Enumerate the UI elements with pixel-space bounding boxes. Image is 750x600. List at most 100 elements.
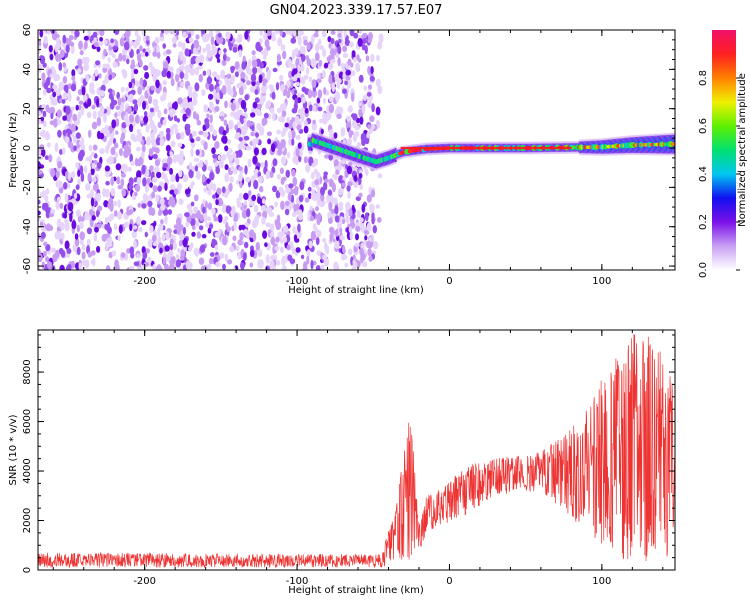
noise-cell — [159, 198, 165, 205]
noise-cell — [343, 30, 347, 38]
noise-cell — [363, 261, 367, 268]
noise-cell — [351, 120, 358, 129]
noise-cell — [178, 170, 183, 178]
noise-cell — [96, 116, 102, 127]
noise-cell — [244, 127, 248, 134]
noise-cell — [164, 245, 170, 252]
noise-cell — [75, 209, 81, 217]
noise-cell — [212, 71, 218, 78]
noise-cell — [98, 97, 103, 103]
noise-cell — [83, 165, 88, 174]
noise-cell — [67, 92, 72, 102]
noise-cell — [180, 109, 185, 114]
noise-cell — [300, 63, 305, 72]
noise-cell — [81, 56, 87, 64]
noise-cell — [377, 173, 383, 179]
noise-cell — [52, 98, 58, 106]
noise-cell — [190, 181, 196, 187]
noise-cell — [76, 139, 80, 149]
noise-cell — [177, 81, 182, 88]
noise-cell — [257, 259, 263, 269]
noise-cell — [88, 144, 93, 152]
noise-cell — [214, 161, 219, 167]
noise-cell — [42, 62, 47, 68]
noise-cell — [320, 264, 325, 270]
noise-cell — [360, 252, 366, 261]
noise-cell — [149, 225, 154, 234]
noise-cell — [199, 54, 205, 63]
noise-cell — [352, 133, 358, 143]
noise-cell — [271, 91, 276, 100]
noise-cell — [327, 217, 333, 224]
noise-cell — [166, 132, 171, 141]
noise-cell — [149, 182, 154, 188]
colorbar: 0.0 0.2 0.4 0.6 0.8 Normalized spectral ampl… — [698, 30, 748, 278]
noise-cell — [175, 217, 182, 227]
noise-cell — [87, 172, 92, 182]
noise-cell — [38, 63, 43, 73]
noise-cell — [209, 252, 215, 257]
noise-cell — [361, 104, 366, 113]
noise-cell — [91, 162, 96, 169]
noise-cell — [162, 208, 169, 217]
noise-cell — [320, 128, 324, 135]
noise-cell — [342, 254, 348, 260]
noise-cell — [349, 231, 353, 241]
noise-cell — [166, 70, 171, 79]
noise-cell — [306, 255, 310, 265]
noise-cell — [371, 103, 375, 113]
noise-cell — [166, 252, 171, 262]
x-tick-label: 100 — [592, 576, 611, 587]
noise-cell — [90, 167, 95, 176]
noise-cell — [145, 248, 151, 254]
noise-cell — [58, 82, 63, 92]
noise-cell — [147, 256, 152, 265]
noise-cell — [317, 38, 322, 46]
noise-cell — [336, 106, 340, 113]
noise-cell — [52, 253, 58, 263]
noise-cell — [280, 44, 286, 51]
noise-cell — [181, 45, 186, 51]
noise-cell — [99, 30, 105, 37]
noise-cell — [276, 129, 281, 135]
noise-cell — [336, 113, 342, 120]
noise-cell — [62, 147, 66, 155]
noise-cell — [188, 208, 193, 215]
noise-cell — [342, 218, 346, 225]
noise-cell — [263, 53, 267, 61]
noise-cell — [311, 163, 317, 168]
noise-cell — [329, 129, 334, 135]
noise-cell — [174, 188, 179, 196]
noise-cell — [322, 112, 327, 121]
noise-cell — [152, 241, 158, 247]
noise-cell — [41, 261, 45, 270]
y-tick-label: 60 — [22, 24, 33, 37]
noise-cell — [351, 70, 356, 77]
noise-cell — [248, 68, 253, 76]
noise-cell — [191, 225, 196, 231]
noise-cell — [150, 85, 155, 91]
noise-cell — [315, 43, 320, 53]
noise-cell — [228, 154, 234, 162]
noise-cell — [41, 202, 47, 211]
noise-cell — [195, 219, 200, 228]
snr-series-line — [38, 334, 675, 569]
noise-cell — [301, 254, 305, 260]
noise-cell — [236, 83, 242, 89]
noise-cell — [202, 70, 207, 76]
noise-cell — [121, 122, 127, 129]
noise-cell — [117, 184, 124, 190]
noise-cell — [95, 60, 101, 66]
noise-cell — [344, 262, 349, 268]
noise-cell — [215, 74, 221, 80]
noise-cell — [225, 31, 231, 40]
noise-cell — [291, 211, 297, 217]
noise-cell — [58, 62, 63, 71]
noise-cell — [203, 131, 209, 138]
noise-cell — [303, 156, 308, 164]
noise-cell — [46, 87, 52, 94]
noise-cell — [228, 148, 233, 154]
noise-cell — [244, 94, 249, 101]
noise-cell — [308, 76, 313, 82]
noise-cell — [238, 166, 243, 172]
